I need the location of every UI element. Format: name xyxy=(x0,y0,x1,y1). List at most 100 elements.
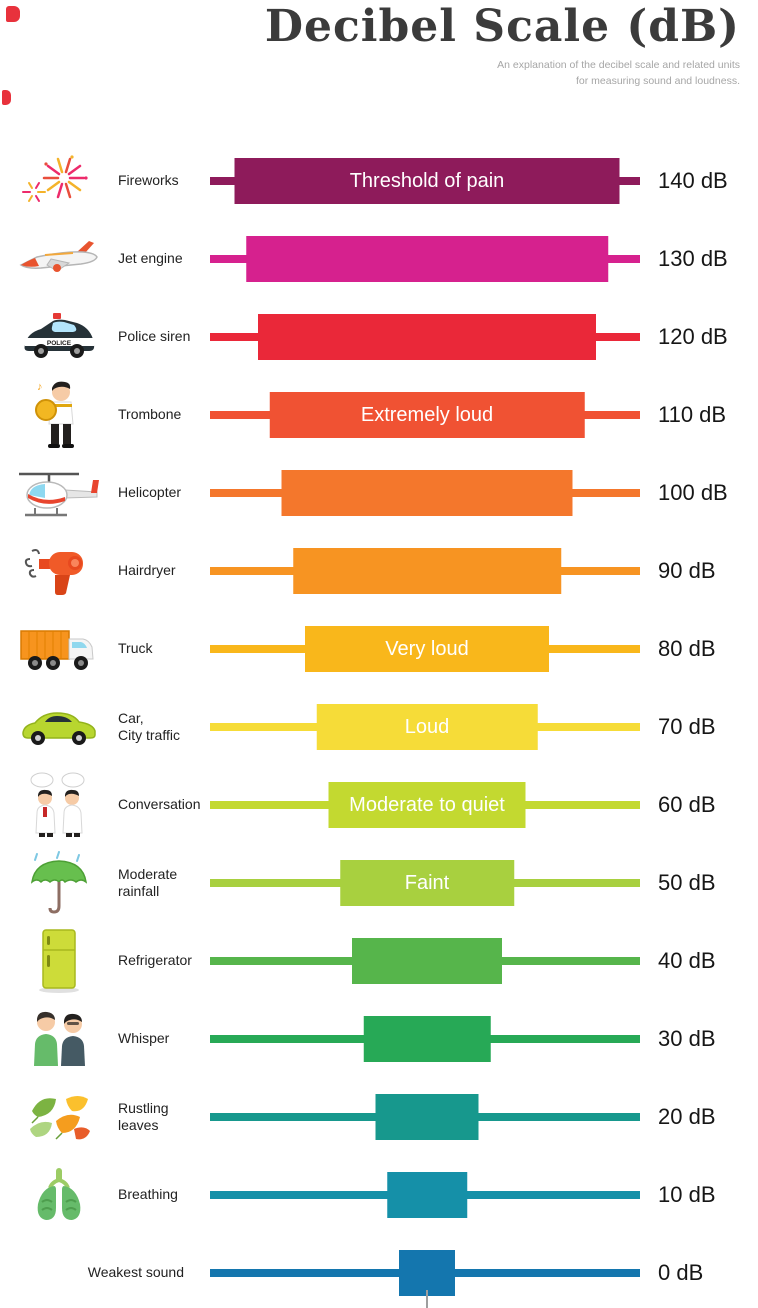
svg-text:POLICE: POLICE xyxy=(47,340,72,347)
bar-track xyxy=(210,1078,644,1156)
chart-row: Breathing 10 dB xyxy=(0,1156,758,1234)
db-value: 50 dB xyxy=(658,870,716,895)
icon-cell: ♪ xyxy=(0,376,118,454)
decibel-bar xyxy=(281,470,573,516)
source-label: Refrigerator xyxy=(118,952,192,969)
decibel-bar: Loud xyxy=(316,704,538,750)
decorative-corner-mark xyxy=(6,6,20,22)
hairdryer-icon xyxy=(24,545,94,597)
chart-row: ♪ Trombone Extremely loud 110 dB xyxy=(0,376,758,454)
bar-track: Faint xyxy=(210,844,644,922)
icon-cell xyxy=(0,1156,118,1234)
chart-row: Moderate rainfall Faint 50 dB xyxy=(0,844,758,922)
refrigerator-icon xyxy=(35,928,83,994)
loudness-label: Moderate to quiet xyxy=(349,793,505,816)
whisper-icon xyxy=(26,1008,92,1070)
db-value: 100 dB xyxy=(658,480,728,505)
bottom-center-tick xyxy=(426,1290,428,1308)
icon-cell xyxy=(0,688,118,766)
decibel-bar xyxy=(293,548,561,594)
loudness-label: Loud xyxy=(404,715,450,738)
source-label: Conversation xyxy=(118,796,201,813)
source-label: Weakest sound xyxy=(87,1264,184,1281)
bar-track: Extremely loud xyxy=(210,376,644,454)
subtitle-line-1: An explanation of the decibel scale and … xyxy=(497,58,740,71)
db-value: 40 dB xyxy=(658,948,716,973)
decibel-bar xyxy=(387,1172,467,1218)
db-value: 80 dB xyxy=(658,636,716,661)
db-value: 10 dB xyxy=(658,1182,716,1207)
chart-row: Hairdryer 90 dB xyxy=(0,532,758,610)
bar-track: Moderate to quiet xyxy=(210,766,644,844)
bar-track: Loud xyxy=(210,688,644,766)
bar-track xyxy=(210,532,644,610)
loudness-label: Faint xyxy=(404,871,450,894)
helicopter-icon xyxy=(15,468,103,518)
source-label: Moderate rainfall xyxy=(118,865,178,900)
icon-cell xyxy=(0,922,118,1000)
car-icon xyxy=(19,707,99,747)
source-label: Car, City traffic xyxy=(118,709,180,744)
bar-track xyxy=(210,298,644,376)
subtitle-line-2: for measuring sound and loudness. xyxy=(575,75,740,88)
decibel-chart: Fireworks Threshold of pain 140 dB Jet e… xyxy=(0,142,758,1308)
lungs-icon xyxy=(30,1166,88,1224)
chart-row: Helicopter 100 dB xyxy=(0,454,758,532)
decibel-bar: Faint xyxy=(340,860,514,906)
trombone-player-icon: ♪ xyxy=(33,378,85,452)
chart-row: Whisper 30 dB xyxy=(0,1000,758,1078)
bar-track xyxy=(210,454,644,532)
loudness-label: Threshold of pain xyxy=(349,169,505,192)
chart-row: POLICE Police siren 120 dB xyxy=(0,298,758,376)
db-value: 110 dB xyxy=(658,402,727,427)
chart-row: Truck Very loud 80 dB xyxy=(0,610,758,688)
db-value: 130 dB xyxy=(658,246,728,271)
source-label: Whisper xyxy=(118,1030,170,1047)
conversation-icon xyxy=(27,771,91,839)
chart-row: Weakest sound 0 dB xyxy=(0,1234,758,1308)
decibel-bar xyxy=(352,938,502,984)
decibel-bar xyxy=(246,236,608,282)
jet-engine-icon xyxy=(17,235,101,283)
chart-row: Conversation Moderate to quiet 60 dB xyxy=(0,766,758,844)
decibel-bar: Moderate to quiet xyxy=(328,782,526,828)
source-label: Truck xyxy=(118,640,153,657)
header: Decibel Scale (dB) An explanation of the… xyxy=(264,1,740,89)
chart-row: Car, City traffic Loud 70 dB xyxy=(0,688,758,766)
bar-track xyxy=(210,1234,644,1308)
icon-cell xyxy=(0,1000,118,1078)
page-title: Decibel Scale (dB) xyxy=(264,1,740,52)
decibel-bar: Threshold of pain xyxy=(234,158,620,204)
leaves-icon xyxy=(26,1091,92,1143)
icon-cell xyxy=(0,532,118,610)
bar-track: Very loud xyxy=(210,610,644,688)
icon-cell xyxy=(0,844,118,922)
source-label: Rustling leaves xyxy=(118,1099,169,1134)
source-label: Hairdryer xyxy=(118,562,176,579)
loudness-label: Extremely loud xyxy=(360,403,494,426)
source-label: Trombone xyxy=(118,406,182,423)
bar-track xyxy=(210,1156,644,1234)
db-value: 0 dB xyxy=(658,1260,704,1285)
db-value: 60 dB xyxy=(658,792,716,817)
icon-cell xyxy=(0,766,118,844)
bar-track xyxy=(210,220,644,298)
bar-track: Threshold of pain xyxy=(210,142,644,220)
fireworks-icon xyxy=(20,152,98,210)
police-car-icon: POLICE xyxy=(19,311,99,363)
source-label: Police siren xyxy=(118,328,191,345)
decibel-bar: Extremely loud xyxy=(269,392,585,438)
chart-row: Fireworks Threshold of pain 140 dB xyxy=(0,142,758,220)
umbrella-rain-icon xyxy=(29,850,89,916)
chart-row: Rustling leaves 20 dB xyxy=(0,1078,758,1156)
decibel-bar xyxy=(363,1016,491,1062)
decibel-bar xyxy=(258,314,596,360)
decibel-bar: Very loud xyxy=(305,626,549,672)
icon-cell xyxy=(0,454,118,532)
db-value: 20 dB xyxy=(658,1104,716,1129)
truck-icon xyxy=(19,623,99,675)
loudness-label: Very loud xyxy=(385,637,469,660)
source-label: Helicopter xyxy=(118,484,182,501)
svg-text:♪: ♪ xyxy=(37,381,43,393)
